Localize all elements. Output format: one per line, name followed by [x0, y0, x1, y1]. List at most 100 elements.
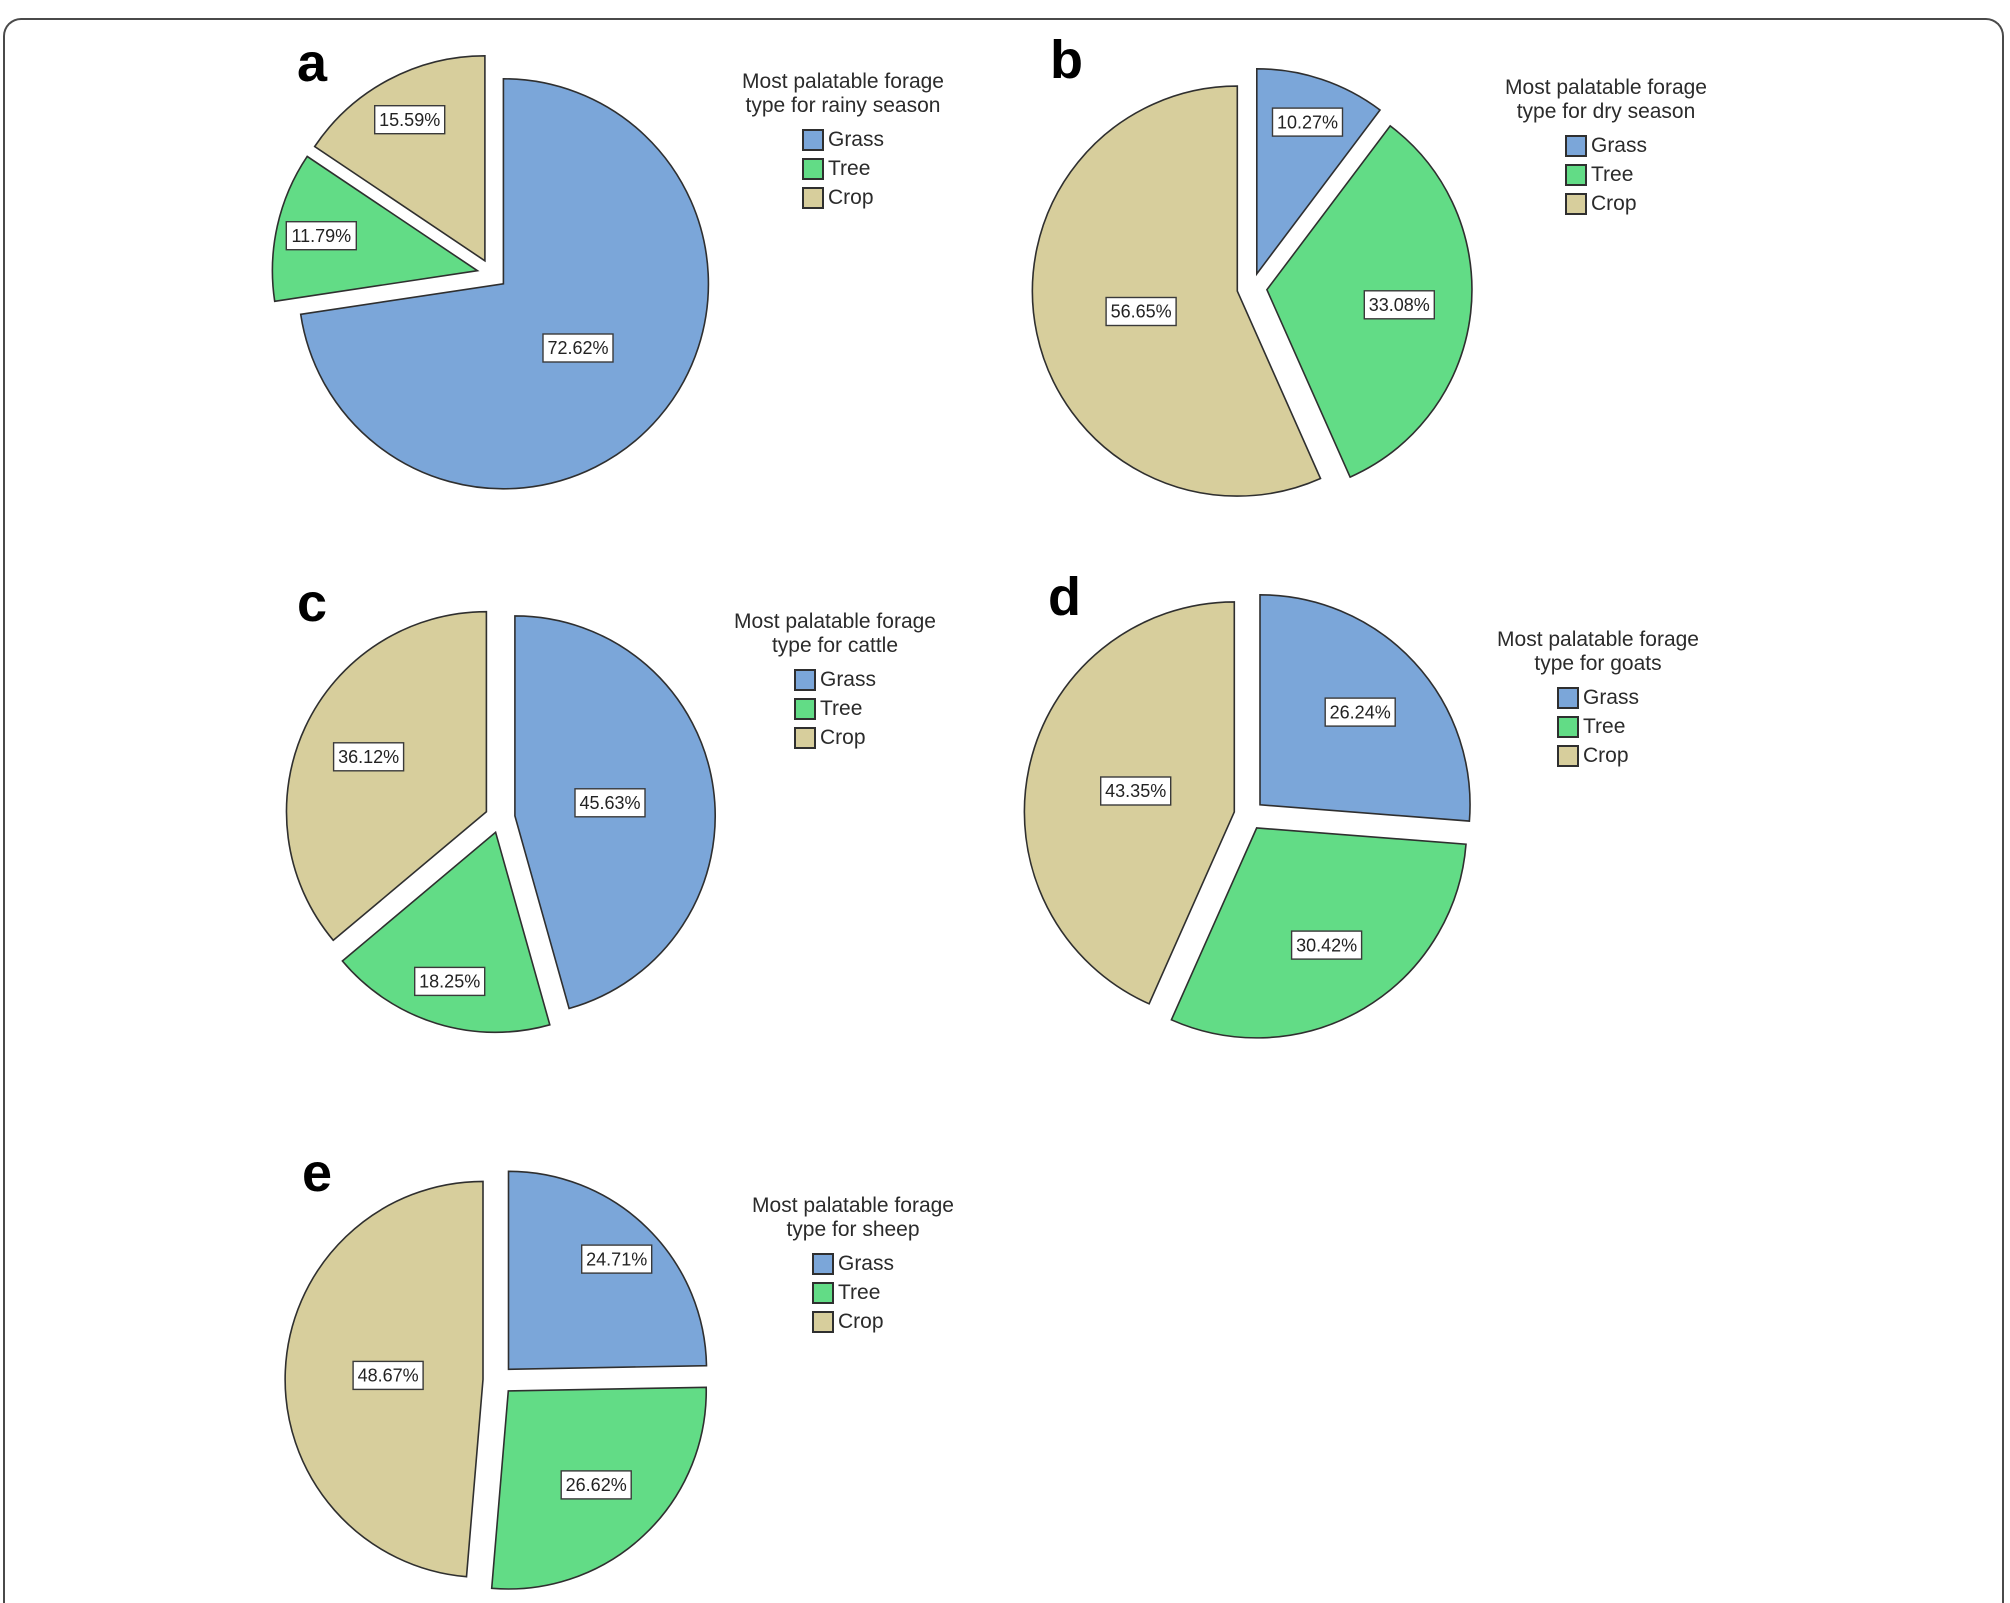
svg-text:26.62%: 26.62%: [566, 1475, 627, 1495]
legend-label-tree: Tree: [837, 1281, 881, 1305]
svg-text:18.25%: 18.25%: [419, 972, 480, 992]
svg-text:33.08%: 33.08%: [1369, 295, 1430, 315]
legend-title: Most palatable forage type for rainy sea…: [678, 70, 1008, 118]
legend-title-line-2: type for goats: [1534, 651, 1662, 675]
legend-item-crop: Crop: [801, 184, 884, 213]
svg-text:36.12%: 36.12%: [338, 747, 399, 767]
pie-value-label-b-crop: 56.65%: [1105, 296, 1177, 327]
grass-swatch-icon: [1564, 135, 1587, 158]
pie-chart-dry-season: 10.27% 33.08% 56.65%: [1031, 67, 1473, 497]
svg-text:30.42%: 30.42%: [1296, 935, 1357, 955]
legend-label-crop: Crop: [1582, 744, 1629, 768]
pie-value-label-e-grass: 24.71%: [581, 1244, 653, 1274]
legend-item-grass: Grass: [1556, 684, 1639, 713]
tree-swatch-icon: [1556, 716, 1579, 739]
legend-items: Grass Tree Crop: [811, 1250, 894, 1337]
svg-text:15.59%: 15.59%: [379, 110, 440, 130]
pie-value-label-b-grass: 10.27%: [1271, 107, 1344, 137]
crop-swatch-icon: [793, 727, 816, 750]
tree-swatch-icon: [793, 698, 816, 721]
legend-title-line-1: Most palatable forage: [1497, 628, 1699, 651]
pie-slice-a-grass: [299, 77, 710, 490]
legend-item-grass: Grass: [1564, 132, 1647, 161]
legend-label-crop: Crop: [819, 726, 866, 750]
crop-swatch-icon: [811, 1311, 834, 1334]
legend-label-grass: Grass: [1590, 134, 1647, 158]
pie-slice-c-tree: [341, 830, 551, 1034]
pie-value-label-c-tree: 18.25%: [413, 966, 486, 997]
crop-swatch-icon: [1564, 193, 1587, 216]
grass-swatch-icon: [793, 669, 816, 692]
legend-title: Most palatable forage type for dry seaso…: [1441, 76, 1771, 124]
legend-title-line-1: Most palatable forage: [1505, 76, 1707, 99]
legend-label-crop: Crop: [827, 186, 874, 210]
tree-swatch-icon: [1564, 164, 1587, 187]
panel-letter-c: c: [297, 573, 328, 633]
legend-label-grass: Grass: [819, 668, 876, 692]
crop-swatch-icon: [801, 187, 824, 210]
svg-text:11.79%: 11.79%: [291, 226, 351, 246]
grass-swatch-icon: [811, 1253, 834, 1276]
legend-sheep: Most palatable forage type for sheep Gra…: [688, 1194, 1018, 1338]
svg-text:72.62%: 72.62%: [547, 338, 608, 358]
legend-label-tree: Tree: [1590, 163, 1634, 187]
pie-value-label-c-grass: 45.63%: [574, 788, 646, 818]
pie-value-label-a-grass: 72.62%: [542, 333, 614, 363]
legend-item-tree: Tree: [1556, 713, 1639, 742]
legend-label-crop: Crop: [1590, 192, 1637, 216]
pie-value-label-a-crop: 15.59%: [373, 105, 446, 135]
grass-swatch-icon: [801, 129, 824, 152]
svg-text:43.35%: 43.35%: [1105, 781, 1166, 801]
legend-label-tree: Tree: [1582, 715, 1626, 739]
panel-letter-d: d: [1048, 567, 1081, 627]
legend-items: Grass Tree Crop: [1564, 132, 1647, 219]
tree-swatch-icon: [811, 1282, 834, 1305]
legend-label-grass: Grass: [837, 1252, 894, 1276]
legend-items: Grass Tree Crop: [801, 126, 884, 213]
pie-slice-c-crop: [285, 610, 488, 942]
pie-slice-b-crop: [1031, 85, 1322, 497]
legend-label-tree: Tree: [827, 157, 871, 181]
pie-chart-goats: 26.24% 30.42% 43.35%: [1023, 593, 1471, 1039]
legend-title-line-2: type for dry season: [1516, 99, 1696, 123]
pie-slice-a-tree: [271, 155, 480, 303]
pie-value-label-b-tree: 33.08%: [1363, 290, 1435, 320]
legend-item-tree: Tree: [1564, 161, 1647, 190]
legend-item-crop: Crop: [811, 1308, 894, 1337]
svg-text:48.67%: 48.67%: [358, 1366, 419, 1386]
legend-label-grass: Grass: [827, 128, 884, 152]
pie-value-label-d-tree: 30.42%: [1290, 930, 1363, 960]
svg-text:56.65%: 56.65%: [1111, 302, 1172, 322]
legend-goats: Most palatable forage type for goats Gra…: [1433, 628, 1763, 772]
legend-title: Most palatable forage type for cattle: [670, 610, 1000, 658]
pie-value-label-e-crop: 48.67%: [352, 1360, 424, 1391]
legend-item-grass: Grass: [801, 126, 884, 155]
legend-item-crop: Crop: [1564, 190, 1647, 219]
pie-value-label-a-tree: 11.79%: [285, 220, 357, 251]
legend-label-grass: Grass: [1582, 686, 1639, 710]
legend-title-line-1: Most palatable forage: [742, 70, 944, 93]
legend-dry-season: Most palatable forage type for dry seaso…: [1441, 76, 1771, 220]
legend-item-crop: Crop: [793, 724, 876, 753]
svg-text:24.71%: 24.71%: [586, 1249, 647, 1269]
pie-chart-rainy-season: 72.62% 11.79% 15.59%: [271, 54, 710, 490]
legend-item-grass: Grass: [811, 1250, 894, 1279]
svg-text:10.27%: 10.27%: [1277, 112, 1338, 132]
legend-title: Most palatable forage type for goats: [1433, 628, 1763, 676]
legend-label-crop: Crop: [837, 1310, 884, 1334]
svg-text:26.24%: 26.24%: [1330, 702, 1391, 722]
legend-title-line-1: Most palatable forage: [752, 1194, 954, 1217]
panel-letter-b: b: [1050, 30, 1083, 90]
panel-letter-e: e: [302, 1143, 333, 1203]
pie-value-label-c-crop: 36.12%: [332, 742, 405, 772]
crop-swatch-icon: [1556, 745, 1579, 768]
legend-title: Most palatable forage type for sheep: [688, 1194, 1018, 1242]
tree-swatch-icon: [801, 158, 824, 181]
legend-items: Grass Tree Crop: [793, 666, 876, 753]
svg-text:45.63%: 45.63%: [579, 793, 640, 813]
legend-item-grass: Grass: [793, 666, 876, 695]
legend-item-tree: Tree: [801, 155, 884, 184]
legend-title-line-2: type for cattle: [771, 633, 899, 657]
legend-cattle: Most palatable forage type for cattle Gr…: [670, 610, 1000, 754]
